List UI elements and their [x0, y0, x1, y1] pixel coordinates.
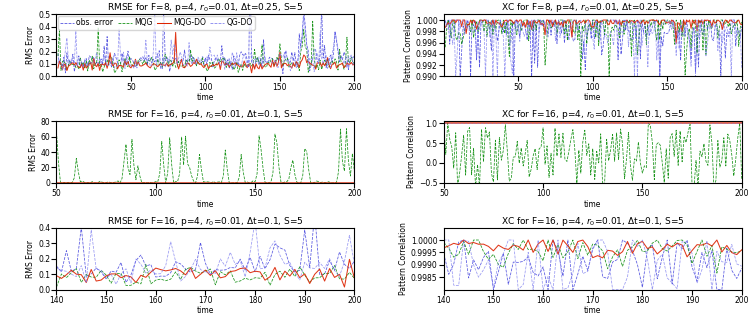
Y-axis label: RMS Error: RMS Error — [26, 240, 35, 278]
Y-axis label: Pattern Correlation: Pattern Correlation — [407, 116, 416, 188]
X-axis label: time: time — [584, 306, 602, 315]
Title: RMSE for F=16, p=4, $r_0$=0.01, $\Delta$t=0.1, S=5: RMSE for F=16, p=4, $r_0$=0.01, $\Delta$… — [107, 215, 304, 228]
Y-axis label: RMS Error: RMS Error — [26, 26, 35, 64]
Title: XC for F=16, p=4, $r_0$=0.01, $\Delta$t=0.1, S=5: XC for F=16, p=4, $r_0$=0.01, $\Delta$t=… — [501, 108, 684, 121]
Title: XC for F=8, p=4, $r_0$=0.01, $\Delta$t=0.25, S=5: XC for F=8, p=4, $r_0$=0.01, $\Delta$t=0… — [501, 1, 684, 14]
Y-axis label: RMS Error: RMS Error — [29, 133, 38, 171]
Title: RMSE for F=8, p=4, $r_0$=0.01, $\Delta$t=0.25, S=5: RMSE for F=8, p=4, $r_0$=0.01, $\Delta$t… — [107, 1, 303, 14]
Y-axis label: Pattern Correlation: Pattern Correlation — [404, 9, 413, 82]
Title: RMSE for F=16, p=4, $r_0$=0.01, $\Delta$t=0.1, S=5: RMSE for F=16, p=4, $r_0$=0.01, $\Delta$… — [107, 108, 304, 121]
X-axis label: time: time — [584, 93, 602, 102]
X-axis label: time: time — [197, 306, 214, 315]
Y-axis label: Pattern Correlation: Pattern Correlation — [399, 222, 408, 295]
Legend: obs. error, MQG, MQG-DO, QG-DO: obs. error, MQG, MQG-DO, QG-DO — [58, 16, 255, 29]
X-axis label: time: time — [584, 200, 602, 209]
Title: XC for F=16, p=4, $r_0$=0.01, $\Delta$t=0.1, S=5: XC for F=16, p=4, $r_0$=0.01, $\Delta$t=… — [501, 215, 684, 228]
X-axis label: time: time — [197, 93, 214, 102]
X-axis label: time: time — [197, 200, 214, 209]
